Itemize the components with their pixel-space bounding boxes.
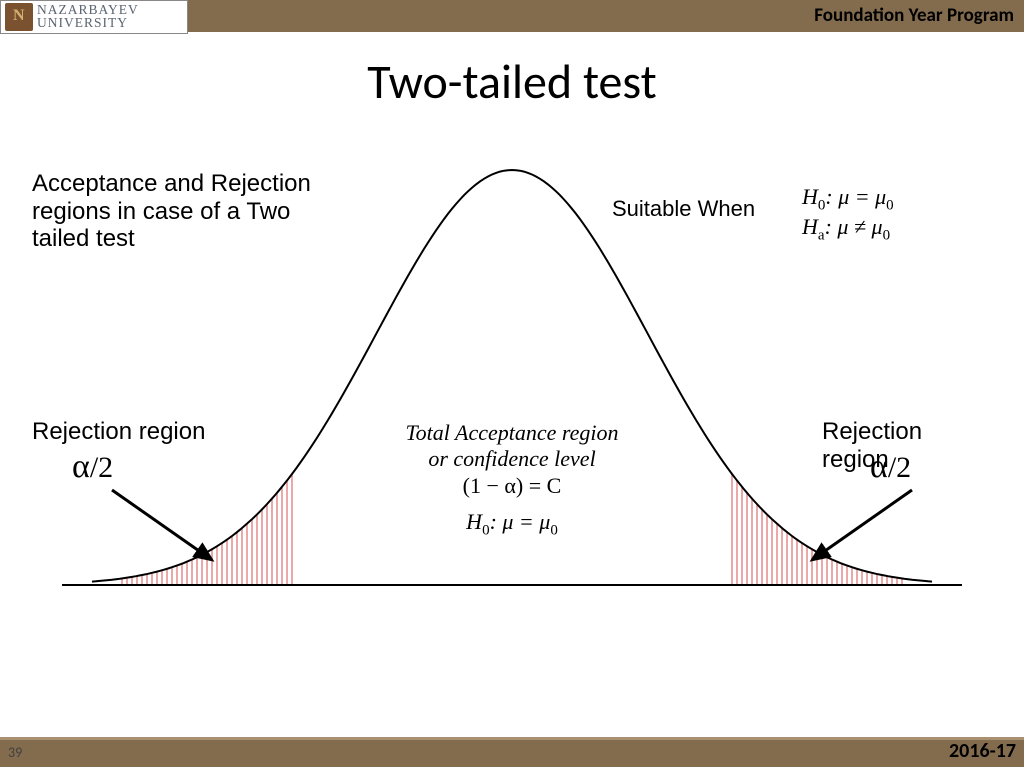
page-number: 39: [8, 744, 22, 761]
rejection-region-left-label: Rejection region: [32, 418, 205, 446]
logo-text: NAZARBAYEV UNIVERSITY: [37, 4, 139, 30]
center-line1: Total Acceptance region: [362, 420, 662, 446]
logo-line2: UNIVERSITY: [37, 17, 139, 30]
university-logo: NAZARBAYEV UNIVERSITY: [0, 0, 188, 34]
slide: Foundation Year Program NAZARBAYEV UNIVE…: [0, 0, 1024, 767]
slide-title: Two-tailed test: [0, 52, 1024, 111]
center-line3: (1 − α) = C: [362, 473, 662, 499]
footer-year: 2016-17: [949, 739, 1016, 763]
hypotheses-block: H0: μ = μ0 Ha: μ ≠ μ0: [802, 184, 894, 245]
acceptance-rejection-label: Acceptance and Rejection regions in case…: [32, 170, 332, 253]
null-hypothesis: H0: μ = μ0: [802, 184, 894, 214]
alt-hypothesis: Ha: μ ≠ μ0: [802, 214, 894, 244]
alpha-half-right: α/2: [870, 448, 911, 486]
diagram: Acceptance and Rejection regions in case…: [32, 140, 992, 690]
center-line2: or confidence level: [362, 446, 662, 472]
suitable-when-label: Suitable When: [612, 196, 755, 222]
center-h0: H0: μ = μ0: [362, 509, 662, 539]
header-program-title: Foundation Year Program: [814, 4, 1014, 27]
footer-bar: [0, 737, 1024, 767]
acceptance-region-label: Total Acceptance region or confidence le…: [362, 420, 662, 540]
alpha-half-left: α/2: [72, 448, 113, 486]
logo-icon: [5, 3, 33, 31]
